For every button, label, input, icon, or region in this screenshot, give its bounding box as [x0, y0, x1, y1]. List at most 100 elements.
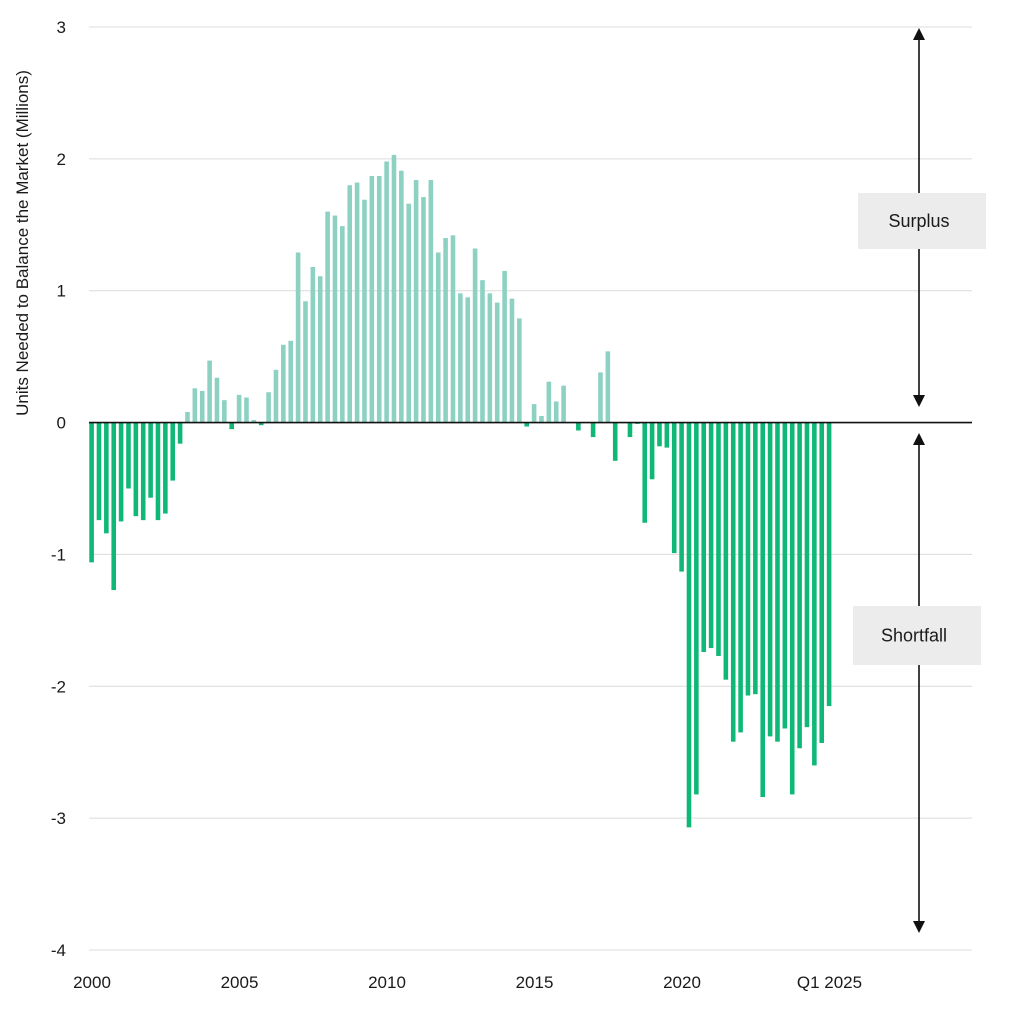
surplus-bar — [517, 318, 522, 423]
surplus-bar — [406, 203, 412, 423]
surplus-bar — [480, 280, 485, 423]
y-axis-title: Units Needed to Balance the Market (Mill… — [13, 70, 32, 416]
shortfall-bar — [649, 422, 655, 480]
bars — [89, 154, 832, 828]
shortfall-bar — [708, 422, 714, 649]
shortfall-bar — [170, 422, 176, 481]
surplus-bar — [222, 400, 227, 423]
shortfall-bar — [701, 422, 707, 653]
shortfall-bar — [177, 422, 183, 444]
surplus-bar — [310, 266, 316, 423]
y-tick-label: -3 — [51, 809, 66, 828]
y-tick-label: 2 — [57, 150, 66, 169]
shortfall-bar — [140, 422, 146, 521]
shortfall-bar — [797, 422, 802, 749]
arrow-head-icon — [913, 395, 925, 407]
y-tick-labels: 3 2 1 0 -1 -2 -3 -4 — [51, 18, 66, 960]
grid-lines — [89, 26, 972, 951]
shortfall-bar — [812, 422, 817, 766]
surplus-bar — [281, 344, 286, 423]
surplus-bar — [487, 293, 493, 423]
annotation-box — [858, 193, 986, 249]
shortfall-bar — [155, 422, 161, 521]
shortfall-bar — [657, 422, 662, 447]
shortfall-bar — [716, 422, 721, 656]
surplus-bar — [458, 293, 463, 423]
shortfall-bar — [694, 422, 699, 795]
surplus-bar — [266, 392, 271, 423]
shortfall-bar — [627, 422, 633, 438]
shortfall-bar — [89, 422, 94, 563]
surplus-bar — [273, 369, 279, 423]
surplus-bar — [428, 179, 434, 423]
surplus-bar — [413, 179, 419, 423]
surplus-bar — [347, 185, 353, 423]
shortfall-bar — [133, 422, 139, 517]
shortfall-bar — [118, 422, 124, 522]
x-tick-label: 2015 — [516, 973, 554, 992]
annotations: Surplus Shortfall — [853, 28, 986, 933]
surplus-bar — [502, 270, 507, 423]
x-tick-label: 2000 — [73, 973, 111, 992]
surplus-bar — [421, 197, 426, 423]
shortfall-bar — [258, 422, 264, 426]
surplus-bar — [303, 301, 308, 423]
y-tick-label: -2 — [51, 677, 66, 696]
surplus-bar — [325, 211, 330, 423]
x-tick-label: 2005 — [221, 973, 259, 992]
shortfall-annotation: Shortfall — [853, 433, 981, 933]
shortfall-bar — [96, 422, 102, 521]
surplus-bar — [214, 377, 220, 423]
shortfall-bar — [664, 422, 670, 448]
arrow-head-icon — [913, 433, 925, 445]
shortfall-bar — [730, 422, 736, 742]
surplus-bar — [199, 390, 205, 423]
shortfall-bar — [826, 422, 832, 707]
shortfall-bar — [104, 422, 109, 534]
surplus-bar — [288, 340, 294, 423]
surplus-bar — [435, 252, 441, 423]
surplus-bar — [399, 170, 404, 423]
shortfall-bar — [590, 422, 596, 438]
shortfall-bar — [804, 422, 810, 728]
surplus-bar — [494, 302, 500, 423]
shortfall-bar — [229, 422, 235, 430]
shortfall-bar — [612, 422, 618, 461]
surplus-bar — [605, 351, 611, 423]
annotation-label: Surplus — [888, 211, 949, 231]
y-tick-label: -4 — [51, 941, 66, 960]
surplus-bar — [561, 385, 566, 423]
surplus-bar — [598, 372, 603, 423]
x-tick-label: 2020 — [663, 973, 701, 992]
surplus-bar — [192, 388, 198, 423]
surplus-bar — [531, 404, 537, 423]
surplus-bar — [207, 360, 212, 423]
surplus-bar — [362, 199, 367, 423]
shortfall-bar — [767, 422, 773, 737]
surplus-annotation: Surplus — [858, 28, 986, 407]
surplus-bar — [376, 175, 382, 423]
shortfall-bar — [738, 422, 743, 733]
shortfall-bar — [163, 422, 168, 514]
x-tick-label: Q1 2025 — [797, 973, 862, 992]
shortfall-bar — [671, 422, 677, 554]
surplus-bar — [251, 419, 257, 423]
surplus-bar — [185, 412, 190, 423]
surplus-bar — [236, 394, 242, 423]
surplus-bar — [369, 175, 375, 423]
shortfall-bar — [111, 422, 117, 591]
surplus-bar — [465, 297, 471, 423]
shortfall-bar — [148, 422, 153, 498]
surplus-bar — [384, 161, 389, 423]
surplus-bar — [317, 276, 323, 423]
shortfall-bar — [789, 422, 795, 795]
y-tick-label: 1 — [57, 282, 66, 301]
y-tick-label: 3 — [57, 18, 66, 37]
shortfall-bar — [782, 422, 788, 729]
shortfall-bar — [753, 422, 758, 695]
surplus-bar — [443, 237, 448, 423]
surplus-bar — [332, 215, 338, 423]
shortfall-bar — [819, 422, 825, 743]
surplus-bar — [244, 397, 249, 423]
